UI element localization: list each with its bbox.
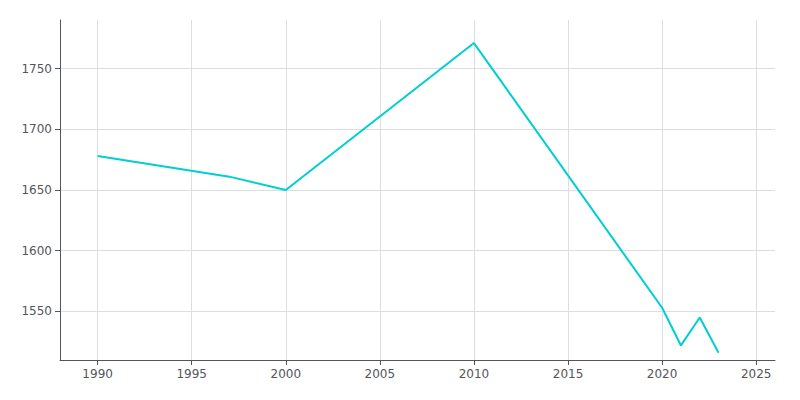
svg-text:2015: 2015 [553,367,584,381]
svg-text:1750: 1750 [21,62,52,76]
svg-text:1550: 1550 [21,304,52,318]
svg-text:1995: 1995 [176,367,207,381]
svg-text:2010: 2010 [459,367,490,381]
svg-text:2025: 2025 [741,367,772,381]
svg-text:1650: 1650 [21,183,52,197]
svg-text:1990: 1990 [82,367,113,381]
svg-text:1700: 1700 [21,122,52,136]
svg-text:2005: 2005 [365,367,396,381]
svg-text:2020: 2020 [647,367,678,381]
svg-text:1600: 1600 [21,244,52,258]
svg-text:2000: 2000 [271,367,302,381]
